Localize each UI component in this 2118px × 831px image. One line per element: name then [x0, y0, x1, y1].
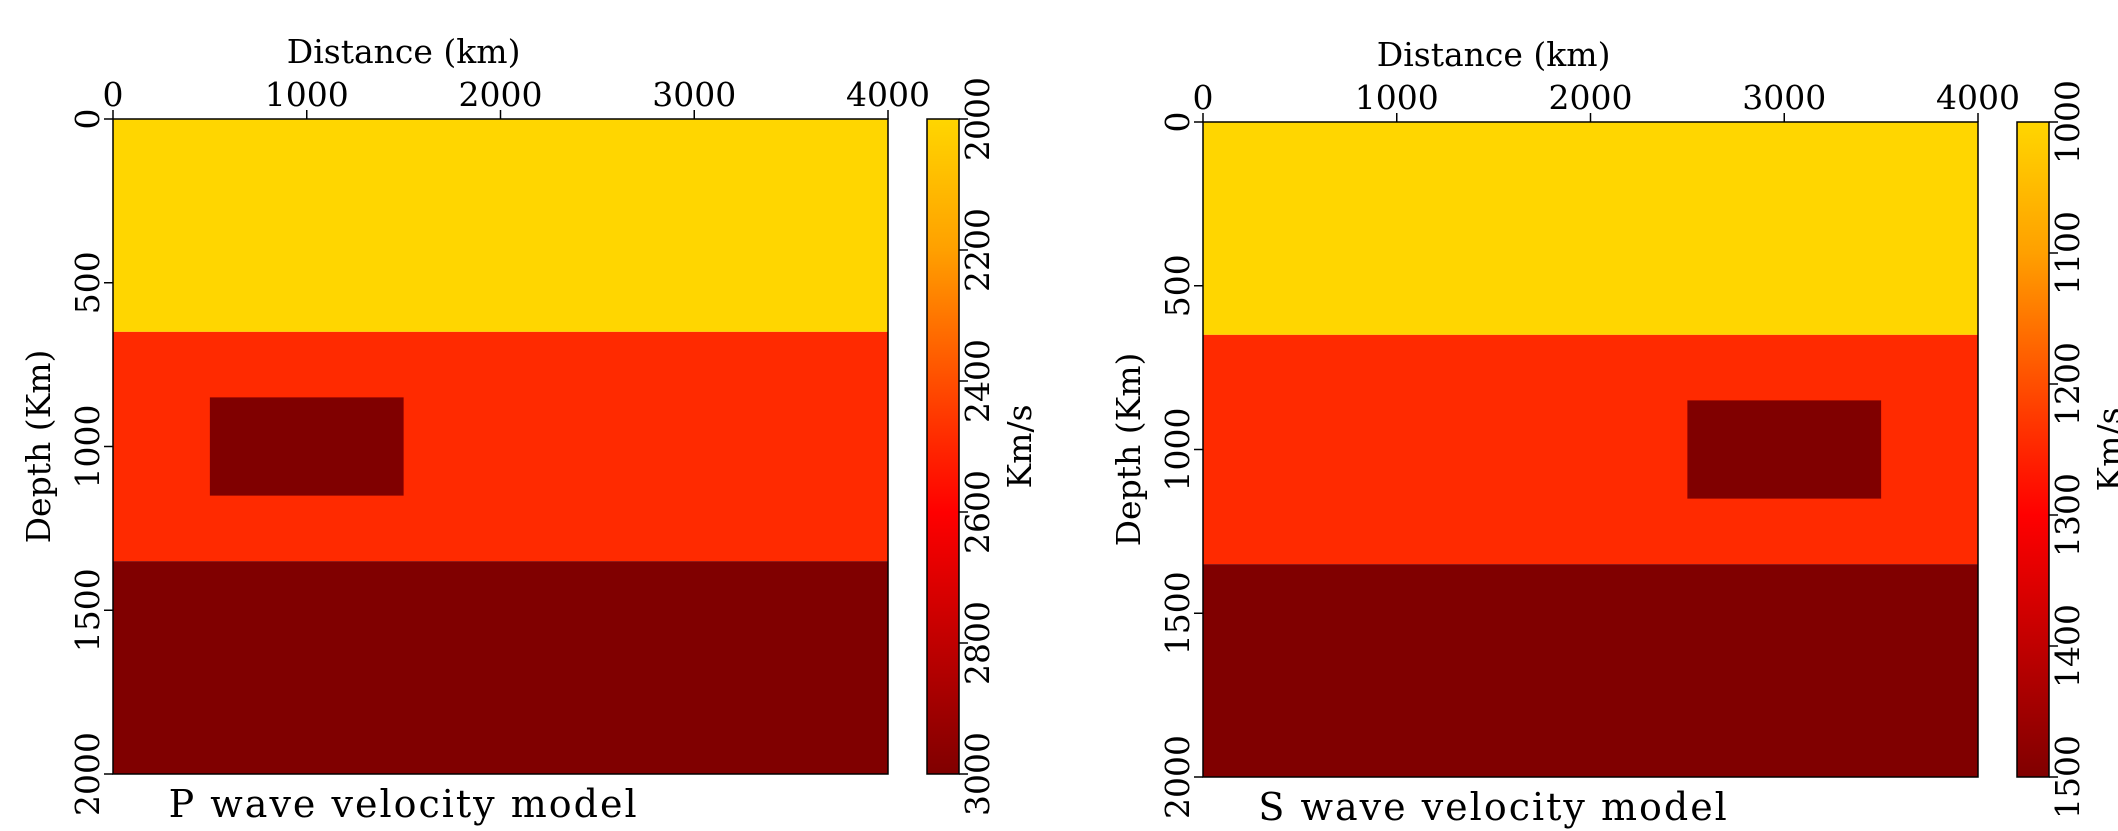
y-tick-label: 1500 — [68, 568, 107, 652]
colorbar-tick-label: 1200 — [2048, 342, 2087, 426]
colorbar-tick-label: 2400 — [958, 339, 997, 423]
y-tick-label: 500 — [68, 251, 107, 314]
x-tick-label: 2000 — [1549, 78, 1633, 117]
x-tick-label: 4000 — [1936, 78, 2020, 117]
colorbar — [2016, 121, 2050, 778]
colorbar-tick-label: 2800 — [958, 601, 997, 685]
y-tick-label: 2000 — [1158, 735, 1197, 819]
velocity-region — [1203, 564, 1978, 777]
x-tick-label: 3000 — [1742, 78, 1826, 117]
panel-s-wave: 0 1000 2000 3000 4000 0 500 1000 1500 2000 Distanc… — [1109, 35, 2118, 829]
colorbar-label: Km/s — [1000, 405, 1039, 489]
velocity-region — [1687, 400, 1882, 499]
velocity-region — [1203, 122, 1978, 335]
panel-p-wave: 0 1000 2000 3000 4000 0 500 1000 1500 2000 Distanc… — [19, 32, 1039, 826]
velocity-region — [113, 561, 888, 774]
velocity-region — [113, 119, 888, 332]
colorbar — [926, 118, 960, 775]
y-tick-label: 500 — [1158, 254, 1197, 317]
y-tick-label: 0 — [68, 109, 107, 130]
colorbar-tick-label: 1400 — [2048, 604, 2087, 688]
colorbar-label: Km/s — [2090, 408, 2118, 492]
colorbar-tick-label: 2600 — [958, 470, 997, 554]
x-tick-label: 0 — [103, 75, 124, 114]
x-tick-label: 2000 — [459, 75, 543, 114]
colorbar-tick-label: 2200 — [958, 208, 997, 292]
y-axis-label: Depth (Km) — [1109, 353, 1148, 547]
y-tick-label: 0 — [1158, 112, 1197, 133]
colorbar-tick-label: 2000 — [958, 77, 997, 161]
y-tick-label: 2000 — [68, 732, 107, 816]
colorbar-tick-label: 1000 — [2048, 80, 2087, 164]
x-tick-label: 3000 — [652, 75, 736, 114]
x-axis-label: Distance (km) — [287, 32, 521, 71]
x-tick-label: 1000 — [1355, 78, 1439, 117]
chart-title: P wave velocity model — [169, 782, 639, 826]
y-tick-label: 1000 — [68, 405, 107, 489]
x-axis-label: Distance (km) — [1377, 35, 1611, 74]
colorbar-tick-label: 1100 — [2048, 211, 2087, 295]
x-tick-label: 0 — [1193, 78, 1214, 117]
x-tick-label: 4000 — [846, 75, 930, 114]
x-tick-label: 1000 — [265, 75, 349, 114]
chart-title: S wave velocity model — [1258, 785, 1728, 829]
colorbar-tick-label: 3000 — [958, 732, 997, 816]
colorbar-tick-label: 1300 — [2048, 473, 2087, 557]
velocity-region — [209, 397, 404, 496]
y-tick-label: 1500 — [1158, 571, 1197, 655]
y-axis-label: Depth (Km) — [19, 350, 58, 544]
y-tick-label: 1000 — [1158, 408, 1197, 492]
colorbar-tick-label: 1500 — [2048, 735, 2087, 819]
